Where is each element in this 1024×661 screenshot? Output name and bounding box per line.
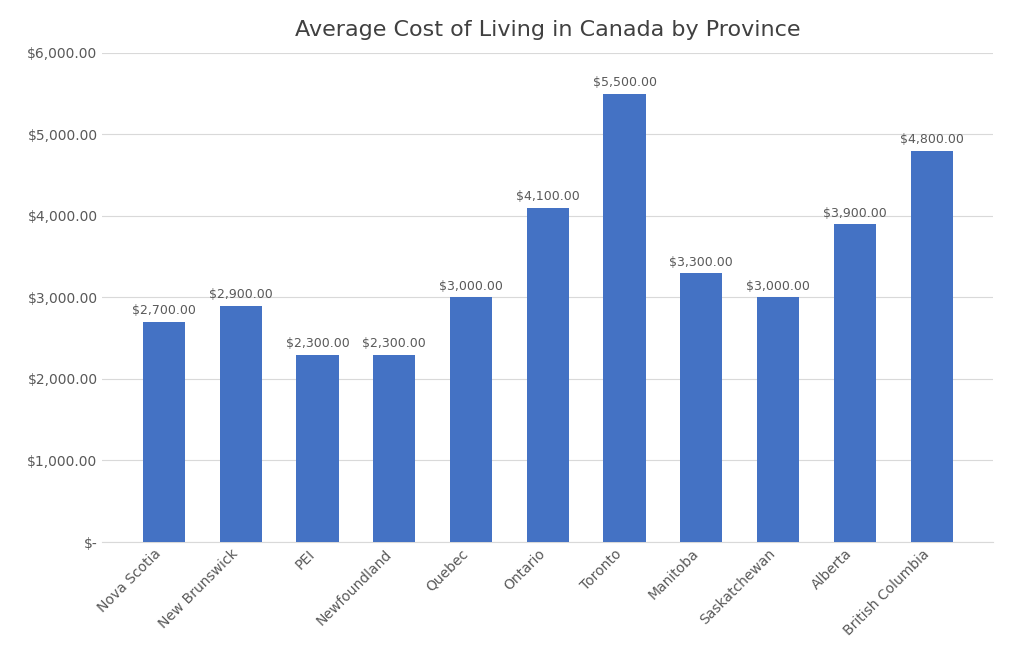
Text: $5,500.00: $5,500.00 bbox=[593, 76, 656, 89]
Bar bbox=[834, 224, 876, 542]
Text: $2,300.00: $2,300.00 bbox=[286, 337, 349, 350]
Bar bbox=[450, 297, 493, 542]
Text: $4,100.00: $4,100.00 bbox=[516, 190, 580, 204]
Bar bbox=[680, 273, 723, 542]
Bar bbox=[143, 322, 185, 542]
Text: $2,300.00: $2,300.00 bbox=[362, 337, 426, 350]
Text: $3,900.00: $3,900.00 bbox=[823, 207, 887, 219]
Text: $3,000.00: $3,000.00 bbox=[746, 280, 810, 293]
Text: $3,000.00: $3,000.00 bbox=[439, 280, 503, 293]
Bar bbox=[296, 354, 339, 542]
Text: $2,900.00: $2,900.00 bbox=[209, 288, 272, 301]
Text: $3,300.00: $3,300.00 bbox=[670, 256, 733, 268]
Bar bbox=[603, 94, 646, 542]
Text: $2,700.00: $2,700.00 bbox=[132, 305, 196, 317]
Bar bbox=[910, 151, 952, 542]
Bar bbox=[757, 297, 800, 542]
Title: Average Cost of Living in Canada by Province: Average Cost of Living in Canada by Prov… bbox=[295, 20, 801, 40]
Bar bbox=[526, 208, 569, 542]
Bar bbox=[220, 305, 262, 542]
Text: $4,800.00: $4,800.00 bbox=[900, 134, 964, 146]
Bar bbox=[373, 354, 416, 542]
